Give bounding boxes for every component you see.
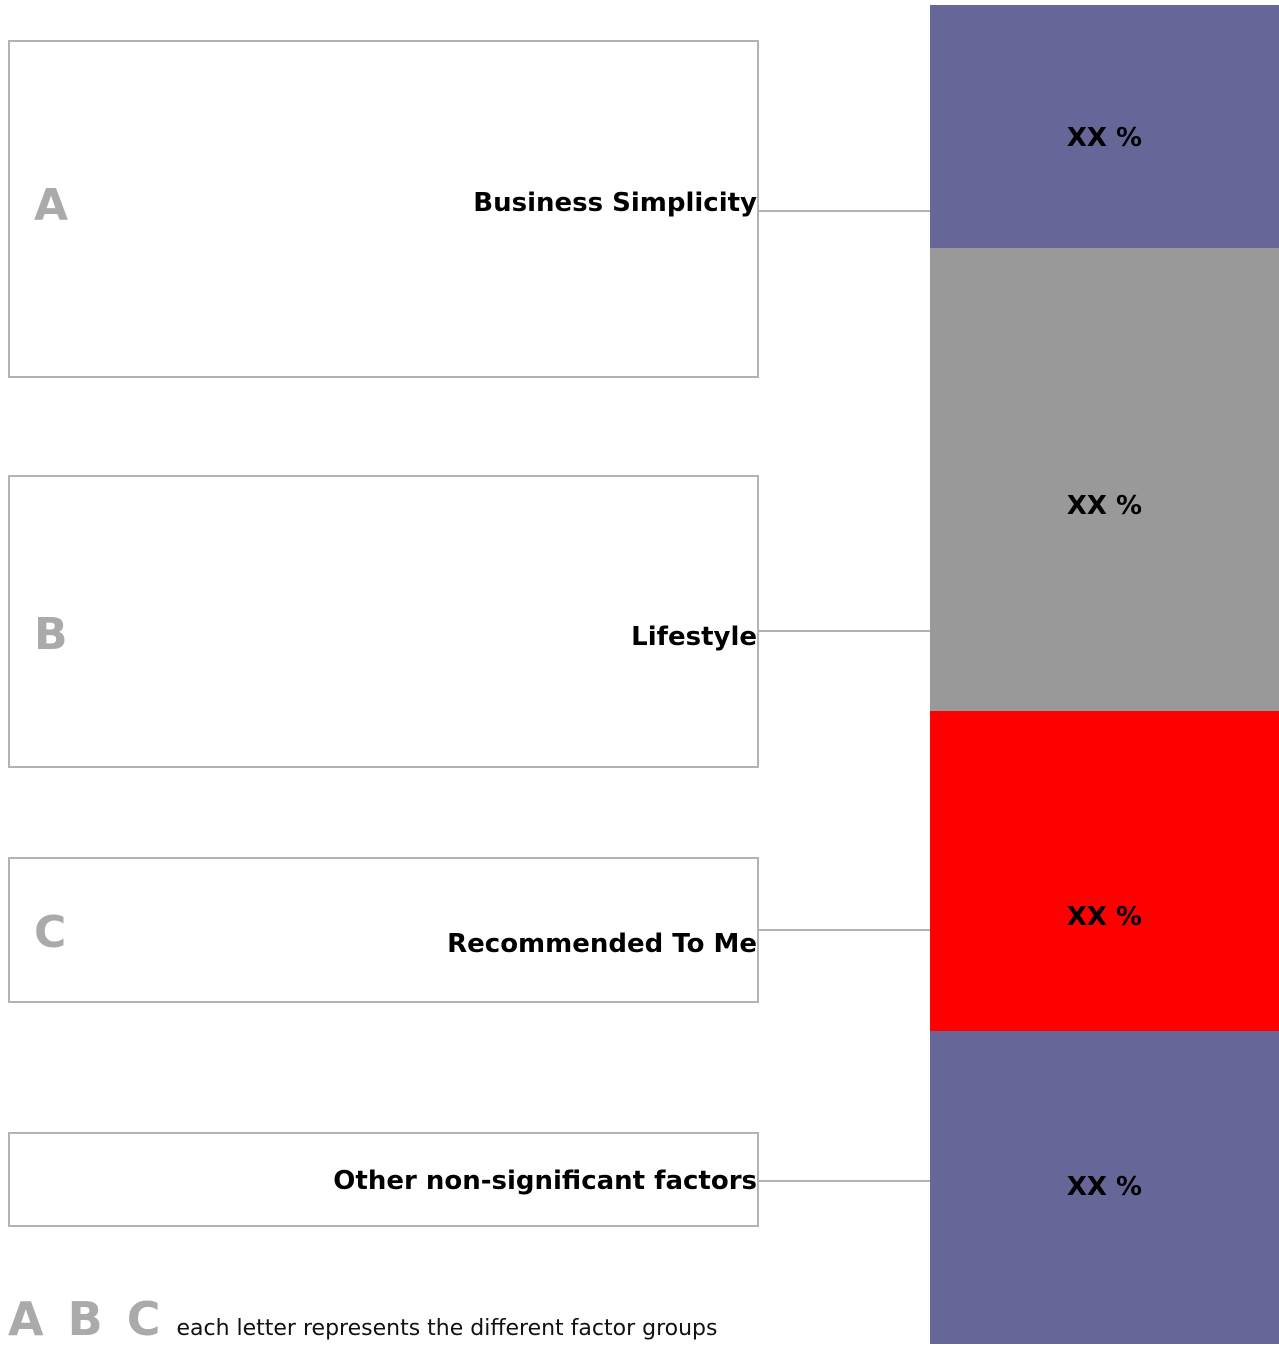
factor-letter-b: B [34, 609, 68, 660]
connector-b [759, 630, 930, 632]
factor-box-b: B Lifestyle [8, 475, 759, 768]
bar-segment-b: XX % [930, 248, 1279, 711]
legend-text: each letter represents the different fac… [176, 1316, 718, 1341]
bar-segment-a-value: XX % [1066, 123, 1143, 153]
factor-box-a: A Business Simplicity [8, 40, 759, 378]
bar-segment-c-value: XX % [1066, 902, 1143, 932]
connector-c [759, 929, 930, 931]
bar-segment-other: XX % [930, 1031, 1279, 1344]
legend: A B C each letter represents the differe… [8, 1296, 717, 1342]
legend-letters: A B C [8, 1292, 165, 1346]
factor-label-c: Recommended To Me [447, 929, 757, 959]
bar-segment-a: XX % [930, 5, 1279, 248]
factor-label-other: Other non-significant factors [333, 1166, 757, 1196]
factor-letter-a: A [34, 180, 69, 231]
factor-label-a: Business Simplicity [473, 188, 757, 218]
factor-label-b: Lifestyle [631, 622, 757, 652]
factor-box-other: Other non-significant factors [8, 1132, 759, 1227]
bar-segment-b-value: XX % [1066, 491, 1143, 521]
connector-other [759, 1180, 930, 1182]
factor-letter-c: C [34, 907, 67, 958]
connector-a [759, 210, 930, 212]
bar-segment-c: XX % [930, 711, 1279, 1031]
bar-segment-other-value: XX % [1066, 1172, 1143, 1202]
factor-box-c: C Recommended To Me [8, 857, 759, 1003]
